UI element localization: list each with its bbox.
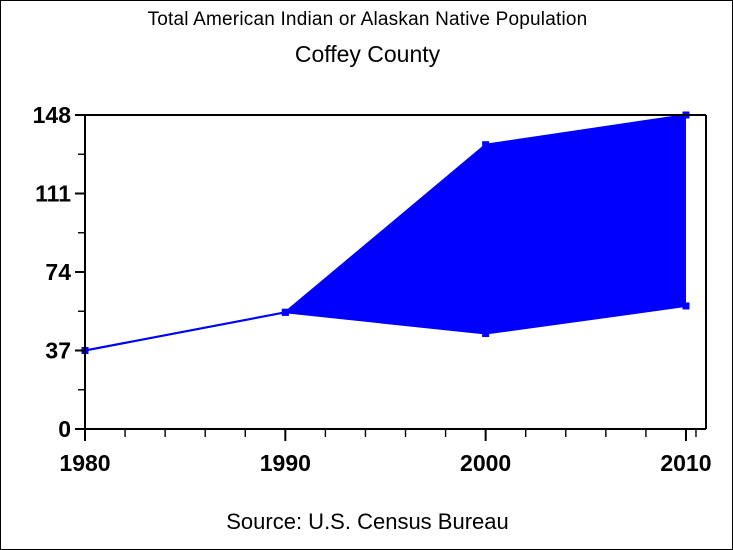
chart-source-caption: Source: U.S. Census Bureau — [226, 509, 509, 534]
series-line-2 — [84, 304, 687, 352]
y-tick-label: 37 — [45, 338, 71, 364]
x-tick-label: 1980 — [59, 450, 110, 476]
y-tick-label: 74 — [45, 259, 71, 285]
x-axis-ticks — [84, 429, 697, 441]
series-band-fill — [85, 115, 686, 351]
data-point-marker — [682, 302, 690, 310]
chart-axes — [84, 114, 707, 430]
y-tick-label: 111 — [35, 181, 71, 207]
y-axis-ticks — [75, 114, 85, 430]
data-point-marker — [482, 330, 490, 338]
chart-subtitle: Coffey County — [294, 41, 441, 67]
series-fill-area — [85, 115, 686, 351]
x-tick-label: 2010 — [660, 450, 711, 476]
y-tick-label: 148 — [33, 102, 72, 128]
plot-area — [81, 111, 690, 354]
y-axis-tick-labels: 0 37 74 111 148 — [33, 102, 72, 442]
x-axis-tick-labels: 1980 1990 2000 2010 — [59, 450, 711, 476]
x-tick-label: 1990 — [260, 450, 311, 476]
x-tick-label: 2000 — [460, 450, 511, 476]
data-point-marker — [482, 141, 490, 149]
series-lines — [84, 114, 687, 352]
y-tick-label: 0 — [58, 416, 71, 442]
page-title: Total American Indian or Alaskan Native … — [147, 9, 588, 30]
data-point-marker — [281, 308, 289, 316]
